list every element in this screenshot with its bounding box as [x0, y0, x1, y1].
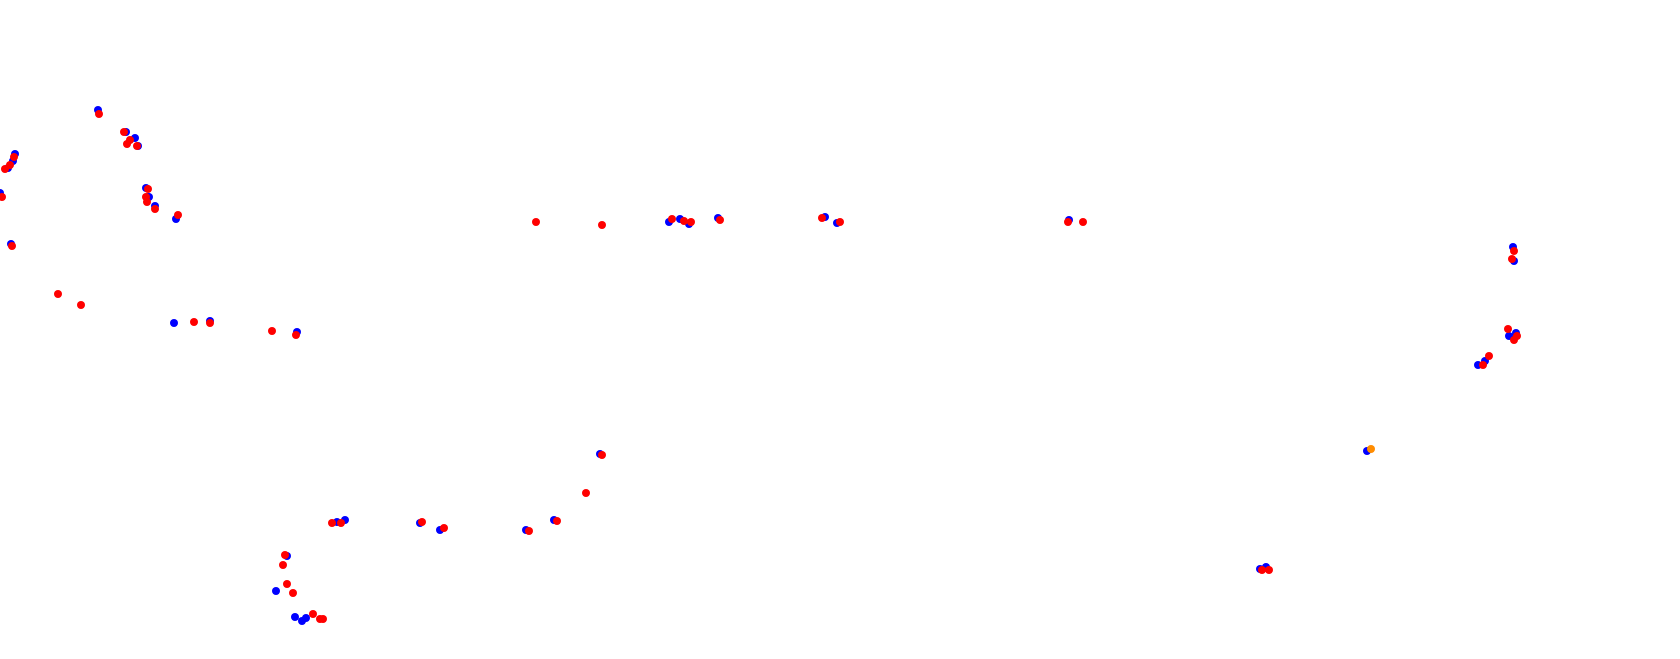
scatter-point	[1508, 255, 1516, 263]
scatter-point	[289, 589, 297, 597]
scatter-point	[206, 319, 214, 327]
scatter-point	[328, 519, 336, 527]
scatter-point	[77, 301, 85, 309]
scatter-point	[190, 318, 198, 326]
scatter-point	[268, 327, 276, 335]
scatter-point	[1064, 218, 1072, 226]
scatter-point	[309, 610, 317, 618]
scatter-point	[143, 198, 151, 206]
scatter-point	[418, 518, 426, 526]
scatter-point	[8, 242, 16, 250]
scatter-point	[1510, 247, 1518, 255]
scatter-point	[668, 215, 676, 223]
scatter-point	[292, 331, 300, 339]
scatter-point	[283, 580, 291, 588]
scatter-point	[1479, 361, 1487, 369]
scatter-point	[302, 614, 310, 622]
scatter-point	[1079, 218, 1087, 226]
scatter-point	[1485, 352, 1493, 360]
scatter-point	[440, 524, 448, 532]
scatter-point	[1258, 566, 1266, 574]
scatter-point	[272, 587, 280, 595]
scatter-point	[532, 218, 540, 226]
points-layer	[0, 106, 1521, 625]
scatter-point	[1513, 332, 1521, 340]
scatter-point	[680, 217, 688, 225]
scatter-point	[151, 205, 159, 213]
scatter-point	[95, 110, 103, 118]
scatter-point	[553, 517, 561, 525]
scatter-point	[836, 218, 844, 226]
scatter-point	[170, 319, 178, 327]
scatter-point	[281, 551, 289, 559]
scatter-point	[10, 153, 18, 161]
scatter-point	[123, 140, 131, 148]
scatter-point	[6, 161, 14, 169]
scatter-point	[687, 218, 695, 226]
scatter-point	[0, 193, 6, 201]
scatter-point	[1265, 566, 1273, 574]
scatter-point	[319, 615, 327, 623]
scatter-point	[279, 561, 287, 569]
scatter-point	[582, 489, 590, 497]
scatter-point	[598, 451, 606, 459]
scatter-point	[174, 211, 182, 219]
scatter-point	[54, 290, 62, 298]
scatter-point	[1504, 325, 1512, 333]
scatter-point	[525, 527, 533, 535]
scatter-point	[144, 185, 152, 193]
scatter-point	[716, 216, 724, 224]
scatter-point	[598, 221, 606, 229]
scatter-point	[818, 214, 826, 222]
scatter-point	[120, 128, 128, 136]
scatter-point	[337, 519, 345, 527]
scatter-point	[133, 142, 141, 150]
scatter-point	[291, 613, 299, 621]
scatter-point	[1367, 445, 1375, 453]
